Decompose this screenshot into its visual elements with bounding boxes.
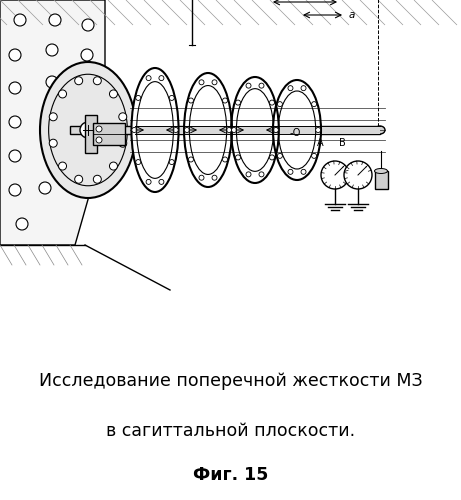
Bar [135, 126, 380, 134]
Text: B: B [339, 138, 345, 148]
Circle shape [236, 100, 241, 105]
Circle shape [159, 76, 164, 80]
Circle shape [75, 176, 83, 184]
Circle shape [212, 175, 217, 180]
Text: A: A [317, 138, 323, 148]
Circle shape [46, 76, 58, 88]
Circle shape [9, 116, 21, 128]
Circle shape [246, 83, 251, 88]
Ellipse shape [40, 62, 136, 198]
Circle shape [270, 155, 274, 160]
Circle shape [81, 49, 93, 61]
Circle shape [259, 172, 264, 177]
Bar [70, 126, 380, 134]
Circle shape [93, 176, 101, 184]
Circle shape [82, 82, 94, 94]
Circle shape [119, 113, 127, 121]
Circle shape [288, 86, 293, 90]
Ellipse shape [184, 73, 232, 187]
Circle shape [246, 172, 251, 177]
Circle shape [136, 96, 141, 100]
Circle shape [199, 175, 204, 180]
Circle shape [146, 76, 151, 80]
Circle shape [75, 76, 83, 84]
Text: -O: -O [290, 128, 301, 138]
Ellipse shape [375, 126, 385, 134]
Circle shape [312, 102, 317, 106]
Circle shape [231, 128, 236, 132]
Circle shape [109, 90, 118, 98]
Circle shape [273, 128, 278, 132]
Circle shape [59, 90, 66, 98]
Circle shape [80, 122, 96, 138]
Circle shape [9, 49, 21, 61]
Circle shape [93, 76, 101, 84]
Circle shape [259, 83, 264, 88]
Circle shape [59, 162, 66, 170]
Circle shape [169, 160, 174, 164]
Circle shape [278, 102, 283, 106]
Circle shape [316, 128, 320, 132]
Circle shape [212, 80, 217, 85]
Circle shape [344, 161, 372, 189]
Bar [375, 171, 388, 189]
Circle shape [288, 170, 293, 174]
Circle shape [49, 14, 61, 26]
Circle shape [16, 218, 28, 230]
Circle shape [223, 98, 228, 103]
Circle shape [46, 148, 58, 160]
Circle shape [132, 128, 137, 132]
Circle shape [49, 139, 57, 147]
Circle shape [14, 14, 26, 26]
Bar [93, 123, 125, 145]
Circle shape [184, 128, 189, 132]
Circle shape [146, 180, 151, 184]
Circle shape [189, 157, 194, 162]
Circle shape [136, 160, 141, 164]
Ellipse shape [131, 68, 178, 192]
Circle shape [169, 96, 174, 100]
Circle shape [321, 161, 349, 189]
Circle shape [82, 19, 94, 31]
Circle shape [49, 113, 57, 121]
Circle shape [270, 100, 274, 105]
Circle shape [109, 162, 118, 170]
Circle shape [278, 154, 283, 158]
Circle shape [173, 128, 178, 132]
Ellipse shape [231, 77, 279, 183]
Circle shape [46, 44, 58, 56]
Circle shape [159, 180, 164, 184]
Circle shape [312, 154, 317, 158]
Text: a: a [349, 10, 355, 20]
Text: в сагиттальной плоскости.: в сагиттальной плоскости. [106, 422, 355, 440]
Circle shape [226, 128, 231, 132]
Bar [85, 115, 97, 153]
Circle shape [236, 155, 241, 160]
Circle shape [199, 80, 204, 85]
Circle shape [189, 98, 194, 103]
Circle shape [82, 116, 94, 128]
Circle shape [96, 137, 102, 143]
Text: Фиг. 15: Фиг. 15 [193, 466, 268, 484]
Circle shape [9, 150, 21, 162]
Circle shape [119, 139, 127, 147]
Circle shape [223, 157, 228, 162]
Circle shape [301, 170, 306, 174]
Ellipse shape [374, 168, 388, 173]
Polygon shape [0, 0, 105, 245]
Circle shape [46, 112, 58, 124]
Circle shape [39, 182, 51, 194]
Circle shape [9, 184, 21, 196]
Circle shape [9, 82, 21, 94]
Circle shape [301, 86, 306, 90]
Ellipse shape [273, 80, 321, 180]
Circle shape [273, 128, 278, 132]
Text: Исследование поперечной жесткости МЗ: Исследование поперечной жесткости МЗ [39, 372, 422, 390]
Circle shape [96, 126, 102, 132]
